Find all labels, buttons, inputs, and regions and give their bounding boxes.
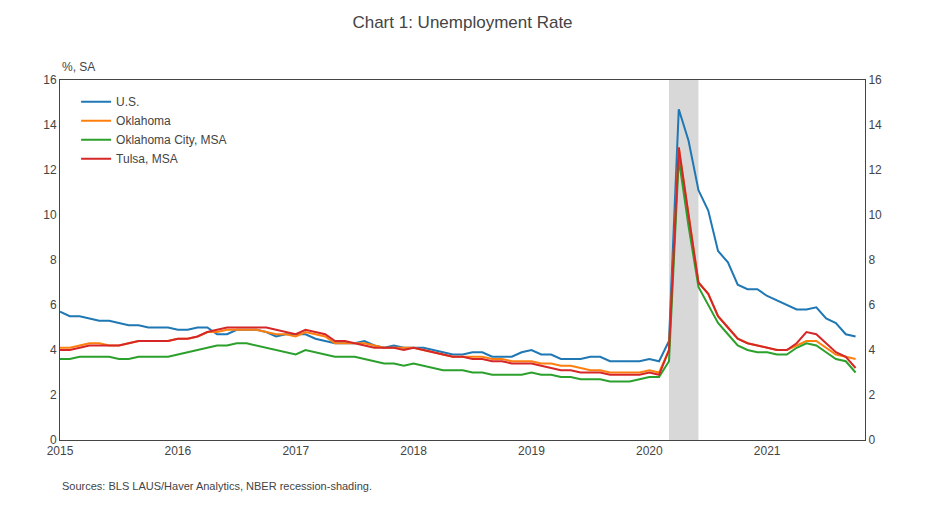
- svg-text:Tulsa, MSA: Tulsa, MSA: [116, 152, 178, 166]
- svg-text:16: 16: [43, 73, 57, 87]
- svg-text:2: 2: [50, 388, 57, 402]
- svg-text:16: 16: [868, 73, 882, 87]
- svg-text:%, SA: %, SA: [62, 60, 95, 74]
- svg-text:Sources: BLS LAUS/Haver Analyt: Sources: BLS LAUS/Haver Analytics, NBER …: [62, 480, 372, 492]
- svg-text:U.S.: U.S.: [116, 95, 139, 109]
- svg-text:6: 6: [50, 298, 57, 312]
- svg-text:2015: 2015: [47, 444, 74, 458]
- svg-text:2017: 2017: [282, 444, 309, 458]
- svg-text:4: 4: [50, 343, 57, 357]
- svg-text:2020: 2020: [636, 444, 663, 458]
- svg-text:2019: 2019: [518, 444, 545, 458]
- svg-text:2021: 2021: [754, 444, 781, 458]
- svg-text:6: 6: [868, 298, 875, 312]
- svg-text:14: 14: [868, 118, 882, 132]
- svg-text:2016: 2016: [165, 444, 192, 458]
- svg-text:12: 12: [43, 163, 57, 177]
- svg-text:Chart 1: Unemployment Rate: Chart 1: Unemployment Rate: [352, 13, 572, 32]
- svg-text:4: 4: [868, 343, 875, 357]
- svg-text:10: 10: [868, 208, 882, 222]
- svg-text:2: 2: [868, 388, 875, 402]
- svg-text:0: 0: [50, 433, 57, 447]
- svg-text:Oklahoma: Oklahoma: [116, 114, 171, 128]
- svg-text:8: 8: [50, 253, 57, 267]
- svg-text:8: 8: [868, 253, 875, 267]
- svg-text:0: 0: [868, 433, 875, 447]
- svg-text:10: 10: [43, 208, 57, 222]
- svg-text:12: 12: [868, 163, 882, 177]
- svg-text:2018: 2018: [400, 444, 427, 458]
- svg-text:Oklahoma City, MSA: Oklahoma City, MSA: [116, 133, 226, 147]
- svg-text:14: 14: [43, 118, 57, 132]
